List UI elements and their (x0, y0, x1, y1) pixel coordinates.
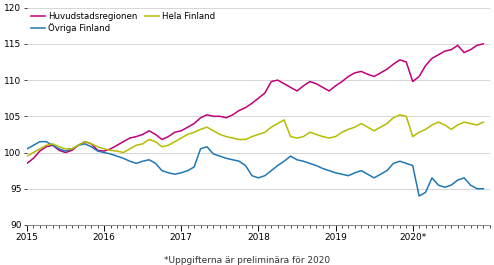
Huvudstadsregionen (481, 42, 487, 46)
Hela Finland (281, 118, 287, 122)
Hela Finland (24, 154, 30, 158)
Övriga Finland (320, 167, 326, 170)
Line: Övriga Finland: Övriga Finland (27, 142, 484, 196)
Övriga Finland (37, 140, 43, 143)
Hela Finland (313, 133, 319, 136)
Övriga Finland (339, 173, 345, 176)
Hela Finland (481, 121, 487, 124)
Hela Finland (332, 135, 338, 138)
Hela Finland (88, 142, 94, 145)
Legend: Huvudstadsregionen, Övriga Finland, Hela Finland: Huvudstadsregionen, Övriga Finland, Hela… (30, 10, 217, 35)
Huvudstadsregionen (332, 84, 338, 87)
Huvudstadsregionen (133, 135, 139, 138)
Hela Finland (397, 113, 403, 116)
Övriga Finland (416, 195, 422, 198)
Övriga Finland (24, 147, 30, 151)
Övriga Finland (481, 187, 487, 190)
Övriga Finland (454, 178, 460, 182)
Huvudstadsregionen (88, 142, 94, 145)
Huvudstadsregionen (24, 162, 30, 165)
Line: Huvudstadsregionen: Huvudstadsregionen (27, 44, 484, 164)
Huvudstadsregionen (281, 82, 287, 85)
Hela Finland (178, 136, 184, 140)
Övriga Finland (185, 169, 191, 172)
Text: *Uppgifterna är preliminära för 2020: *Uppgifterna är preliminära för 2020 (164, 256, 330, 265)
Huvudstadsregionen (313, 82, 319, 85)
Övriga Finland (288, 154, 293, 158)
Line: Hela Finland: Hela Finland (27, 115, 484, 156)
Övriga Finland (95, 149, 101, 153)
Huvudstadsregionen (178, 129, 184, 132)
Hela Finland (133, 144, 139, 147)
